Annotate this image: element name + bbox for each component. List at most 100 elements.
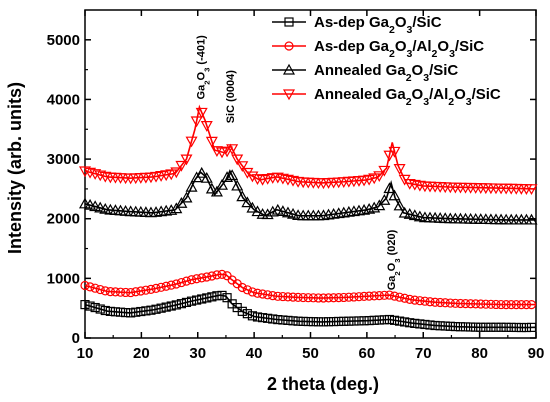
data-point <box>455 322 466 332</box>
y-tick-label: 1000 <box>47 270 80 287</box>
y-tick-label: 4000 <box>47 91 80 108</box>
data-point <box>374 315 384 325</box>
data-point <box>170 167 183 179</box>
data-point <box>90 302 100 313</box>
data-point <box>89 200 102 212</box>
data-point <box>318 317 329 327</box>
legend-entry-0: As-dep Ga2O3/SiC <box>272 14 442 36</box>
data-point <box>526 300 537 310</box>
data-point <box>408 209 421 221</box>
data-point <box>197 273 207 283</box>
y-tick-label: 3000 <box>47 151 80 168</box>
data-point <box>354 316 364 326</box>
legend-marker <box>284 41 294 51</box>
data-point <box>486 299 496 309</box>
data-point <box>383 182 396 194</box>
data-point <box>410 318 420 328</box>
data-point <box>491 322 501 332</box>
data-point <box>476 299 486 309</box>
data-point <box>246 201 259 213</box>
data-point <box>403 208 416 219</box>
data-point <box>394 316 405 326</box>
data-point <box>115 287 126 297</box>
data-point <box>207 271 217 281</box>
data-point <box>445 298 455 308</box>
data-point <box>496 299 506 310</box>
data-point <box>359 316 369 326</box>
data-point <box>192 295 202 305</box>
data-point <box>388 146 401 158</box>
data-point <box>501 322 511 332</box>
data-point <box>393 199 406 211</box>
data-point <box>393 164 406 175</box>
data-point <box>466 322 476 332</box>
data-point <box>440 298 450 308</box>
data-point <box>246 171 259 183</box>
data-point <box>226 144 239 156</box>
data-point <box>231 154 244 166</box>
data-point <box>415 319 425 329</box>
data-point <box>329 316 339 327</box>
data-point <box>131 287 141 297</box>
data-point <box>222 293 232 303</box>
data-point <box>288 292 298 302</box>
data-point <box>161 281 171 291</box>
data-point <box>349 292 359 302</box>
data-point <box>400 293 410 303</box>
data-point <box>126 308 136 318</box>
data-point <box>476 322 486 332</box>
data-point <box>278 291 288 302</box>
legend-label: As-dep Ga2O3/SiC <box>314 14 442 36</box>
data-point <box>263 290 273 300</box>
data-point <box>388 189 401 201</box>
data-point <box>226 169 239 181</box>
data-point <box>252 288 263 298</box>
legend-entry-2: Annealed Ga2O3/SiC <box>272 62 458 84</box>
data-point <box>430 297 440 307</box>
data-point <box>349 316 359 326</box>
data-point <box>293 316 303 326</box>
data-point <box>450 298 460 308</box>
data-point <box>526 322 537 332</box>
data-point <box>400 317 410 327</box>
data-point <box>369 315 379 325</box>
data-point <box>192 274 202 284</box>
legend-entry-1: As-dep Ga2O3/Al2O3/SiC <box>272 38 484 60</box>
data-point <box>278 315 288 325</box>
y-tick-label: 5000 <box>47 32 80 49</box>
data-point <box>186 296 197 306</box>
x-axis-title: 2 theta (deg.) <box>267 374 379 394</box>
data-point <box>156 303 166 313</box>
data-point <box>120 307 131 318</box>
data-point <box>215 178 229 190</box>
data-point <box>202 293 212 303</box>
series-line <box>84 104 537 190</box>
data-point <box>176 277 187 288</box>
data-point <box>288 316 298 326</box>
x-tick-label: 90 <box>528 345 545 362</box>
data-point <box>298 316 308 327</box>
data-point <box>200 171 213 183</box>
data-point <box>205 182 218 194</box>
data-point <box>369 291 379 301</box>
data-point <box>151 283 161 293</box>
legend-entry-3: Annealed Ga2O3/Al2O3/SiC <box>272 86 501 108</box>
data-point <box>171 279 181 289</box>
data-point <box>283 292 293 302</box>
data-point <box>237 306 247 316</box>
data-point <box>435 321 445 331</box>
x-tick-label: 50 <box>302 345 319 362</box>
data-point <box>136 306 146 317</box>
x-tick-label: 60 <box>359 345 376 362</box>
series-line <box>84 169 536 221</box>
data-point <box>176 299 187 309</box>
data-point <box>525 184 538 196</box>
data-point <box>521 322 532 333</box>
data-point <box>379 315 389 325</box>
legend-label: Annealed Ga2O3/SiC <box>314 62 458 84</box>
data-point <box>85 301 95 311</box>
data-point <box>126 287 136 298</box>
data-point <box>511 322 521 333</box>
y-tick-label: 0 <box>72 330 80 347</box>
data-point <box>212 270 222 280</box>
